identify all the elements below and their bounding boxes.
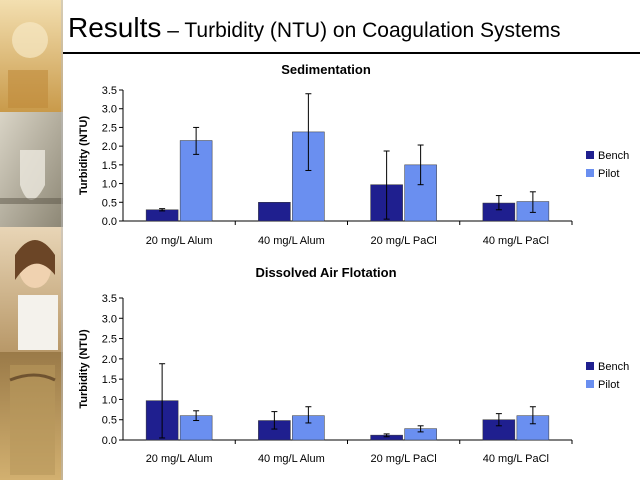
y-tick-label: 1.0 [102, 394, 117, 406]
x-tick-label-40-mg-l-pacl: 40 mg/L PaCl [483, 453, 549, 465]
y-tick-label: 0.0 [102, 435, 117, 447]
bar-bench-20-mg-l-alum [145, 209, 179, 222]
y-tick-label: 0.5 [102, 197, 117, 209]
y-tick-label: 0.5 [102, 415, 117, 427]
legend-label-bench: Bench [598, 361, 629, 373]
y-tick-label: 2.5 [102, 122, 117, 134]
title-main: Results [68, 12, 162, 43]
sedimentation-chart: Sedimentation Turbidity (NTU) 0.0 0.5 1.0 1.5… [78, 62, 629, 247]
bar-bench-40-mg-l-alum [258, 202, 291, 222]
y-tick-label: 3.5 [102, 85, 117, 97]
title-subtitle: – Turbidity (NTU) on Coagulation Systems [161, 19, 561, 42]
y-tick-label: 2.0 [102, 354, 117, 366]
slide-title: Results – Turbidity (NTU) on Coagulation… [68, 8, 636, 54]
x-tick-label-40-mg-l-pacl: 40 mg/L PaCl [483, 235, 549, 247]
x-tick-label-20-mg-l-pacl: 20 mg/L PaCl [371, 235, 437, 247]
y-tick-label: 3.0 [102, 313, 117, 325]
x-tick-label-20-mg-l-alum: 20 mg/L Alum [146, 235, 213, 247]
legend-label-pilot: Pilot [598, 379, 619, 391]
legend-swatch-pilot [586, 169, 594, 177]
y-axis-label: Turbidity (NTU) [78, 116, 90, 196]
y-tick-label: 1.5 [102, 374, 117, 386]
x-tick-label-40-mg-l-alum: 40 mg/L Alum [258, 453, 325, 465]
y-tick-label: 2.0 [102, 141, 117, 153]
legend-swatch-bench [586, 151, 594, 159]
y-tick-label: 3.0 [102, 104, 117, 116]
x-tick-label-40-mg-l-alum: 40 mg/L Alum [258, 235, 325, 247]
y-tick-label: 2.5 [102, 334, 117, 346]
chart-title: Sedimentation [281, 62, 371, 77]
photo-collage [0, 0, 63, 480]
y-tick-label: 3.5 [102, 293, 117, 305]
y-axis-label: Turbidity (NTU) [78, 329, 90, 409]
title-rule [63, 52, 640, 54]
dissolved-air-flotation-chart: Dissolved Air Flotation Turbidity (NTU) 0.… [78, 265, 629, 465]
side-photo-strip [0, 0, 63, 480]
legend-swatch-pilot [586, 380, 594, 388]
y-tick-label: 1.5 [102, 160, 117, 172]
y-tick-label: 0.0 [102, 216, 117, 228]
bar-pilot-20-mg-l-alum [179, 415, 213, 441]
x-tick-label-20-mg-l-alum: 20 mg/L Alum [146, 453, 213, 465]
chart-title: Dissolved Air Flotation [255, 265, 396, 280]
legend-label-bench: Bench [598, 150, 629, 162]
legend-swatch-bench [586, 362, 594, 370]
y-tick-label: 1.0 [102, 179, 117, 191]
legend-label-pilot: Pilot [598, 168, 619, 180]
x-tick-label-20-mg-l-pacl: 20 mg/L PaCl [371, 453, 437, 465]
